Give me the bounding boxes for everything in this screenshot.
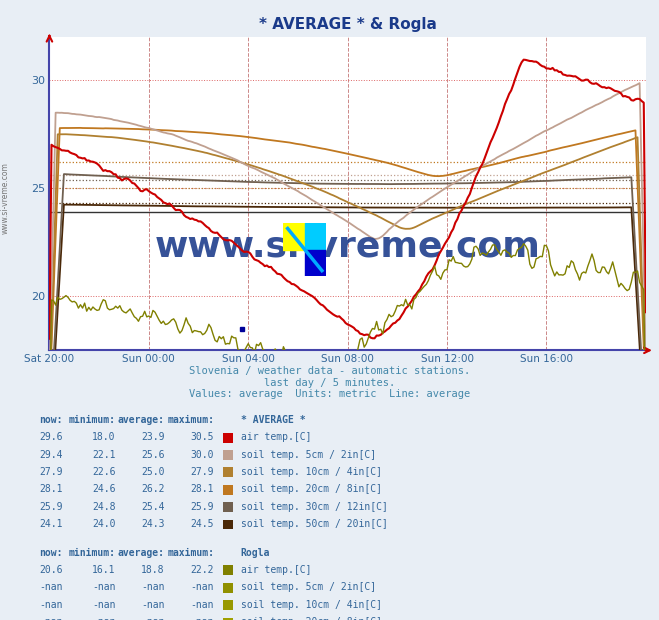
Text: 16.1: 16.1 (92, 565, 115, 575)
Text: 30.0: 30.0 (190, 450, 214, 459)
Text: 28.1: 28.1 (39, 484, 63, 494)
Text: air temp.[C]: air temp.[C] (241, 432, 311, 442)
Text: soil temp. 10cm / 4in[C]: soil temp. 10cm / 4in[C] (241, 600, 382, 609)
Text: average:: average: (118, 547, 165, 557)
Text: minimum:: minimum: (69, 547, 115, 557)
Text: Slovenia / weather data - automatic stations.: Slovenia / weather data - automatic stat… (189, 366, 470, 376)
Text: now:: now: (39, 415, 63, 425)
Text: * AVERAGE *: * AVERAGE * (241, 415, 305, 425)
Text: -nan: -nan (141, 582, 165, 592)
Text: 28.1: 28.1 (190, 484, 214, 494)
Text: www.si-vreme.com: www.si-vreme.com (155, 230, 540, 264)
Text: 24.3: 24.3 (141, 519, 165, 529)
Text: 24.5: 24.5 (190, 519, 214, 529)
Text: -nan: -nan (92, 617, 115, 620)
Text: soil temp. 20cm / 8in[C]: soil temp. 20cm / 8in[C] (241, 484, 382, 494)
Bar (283, 223, 304, 249)
Text: 24.8: 24.8 (92, 502, 115, 512)
Text: 25.4: 25.4 (141, 502, 165, 512)
Text: now:: now: (39, 547, 63, 557)
Text: 22.1: 22.1 (92, 450, 115, 459)
Text: -nan: -nan (190, 600, 214, 609)
Text: 20.6: 20.6 (39, 565, 63, 575)
Text: 18.0: 18.0 (92, 432, 115, 442)
Bar (304, 223, 326, 249)
Text: -nan: -nan (190, 617, 214, 620)
Bar (304, 249, 326, 276)
Text: 27.9: 27.9 (190, 467, 214, 477)
Text: 25.0: 25.0 (141, 467, 165, 477)
Text: 24.6: 24.6 (92, 484, 115, 494)
Text: 25.6: 25.6 (141, 450, 165, 459)
Text: 18.8: 18.8 (141, 565, 165, 575)
Text: 23.9: 23.9 (141, 432, 165, 442)
Text: soil temp. 20cm / 8in[C]: soil temp. 20cm / 8in[C] (241, 617, 382, 620)
Text: soil temp. 50cm / 20in[C]: soil temp. 50cm / 20in[C] (241, 519, 387, 529)
Text: -nan: -nan (92, 600, 115, 609)
Text: -nan: -nan (39, 582, 63, 592)
Text: soil temp. 5cm / 2in[C]: soil temp. 5cm / 2in[C] (241, 582, 376, 592)
Text: 29.6: 29.6 (39, 432, 63, 442)
Text: 24.1: 24.1 (39, 519, 63, 529)
Text: -nan: -nan (141, 600, 165, 609)
Text: 26.2: 26.2 (141, 484, 165, 494)
Text: average:: average: (118, 415, 165, 425)
Text: 24.0: 24.0 (92, 519, 115, 529)
Text: -nan: -nan (39, 617, 63, 620)
Text: maximum:: maximum: (167, 415, 214, 425)
Text: 22.2: 22.2 (190, 565, 214, 575)
Text: 27.9: 27.9 (39, 467, 63, 477)
Text: soil temp. 5cm / 2in[C]: soil temp. 5cm / 2in[C] (241, 450, 376, 459)
Text: air temp.[C]: air temp.[C] (241, 565, 311, 575)
Text: 25.9: 25.9 (39, 502, 63, 512)
Text: 22.6: 22.6 (92, 467, 115, 477)
Text: minimum:: minimum: (69, 415, 115, 425)
Text: maximum:: maximum: (167, 547, 214, 557)
Text: Values: average  Units: metric  Line: average: Values: average Units: metric Line: aver… (189, 389, 470, 399)
Title: * AVERAGE * & Rogla: * AVERAGE * & Rogla (259, 17, 436, 32)
Text: last day / 5 minutes.: last day / 5 minutes. (264, 378, 395, 388)
Text: 30.5: 30.5 (190, 432, 214, 442)
Text: 29.4: 29.4 (39, 450, 63, 459)
Text: -nan: -nan (39, 600, 63, 609)
Text: soil temp. 10cm / 4in[C]: soil temp. 10cm / 4in[C] (241, 467, 382, 477)
Text: soil temp. 30cm / 12in[C]: soil temp. 30cm / 12in[C] (241, 502, 387, 512)
Text: -nan: -nan (190, 582, 214, 592)
Text: Rogla: Rogla (241, 547, 270, 557)
Text: 25.9: 25.9 (190, 502, 214, 512)
Text: www.si-vreme.com: www.si-vreme.com (1, 162, 10, 234)
Text: -nan: -nan (141, 617, 165, 620)
Text: -nan: -nan (92, 582, 115, 592)
